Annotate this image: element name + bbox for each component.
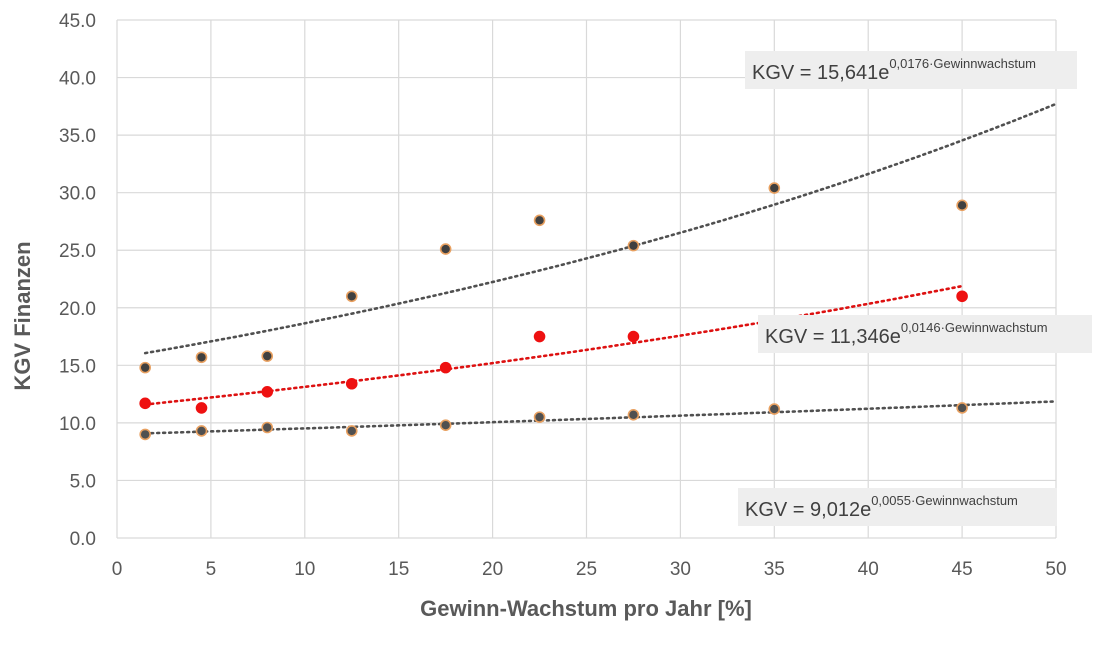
point-median [261,386,274,398]
data-points [139,182,968,441]
point-lower [261,421,274,434]
y-tick-label: 5.0 [70,471,96,492]
point-lower [768,403,781,415]
point-lower [195,425,208,437]
point-median [533,330,546,343]
point-upper [439,243,452,255]
x-tick-label: 25 [576,559,597,580]
point-median [345,377,358,390]
equation-base: KGV = 11,346e [765,326,901,348]
y-tick-label: 25.0 [59,241,96,262]
point-lower [345,425,358,437]
point-lower [627,409,640,421]
equation-box [745,51,1077,89]
point-lower [533,411,546,423]
equation-exponent: 0,0176·Gewinnwachstum [889,56,1036,71]
x-tick-label: 10 [294,559,315,580]
x-tick-label: 20 [482,559,503,580]
point-lower [439,419,452,431]
y-tick-labels: 0.0 5.0 10.0 15.0 20.0 25.0 30.0 35.0 40.0 45.0 [59,11,96,550]
x-axis-title: Gewinn-Wachstum pro Jahr [%] [420,596,752,621]
equation-base: KGV = 9,012e [745,499,871,521]
equation-exponent: 0,0055·Gewinnwachstum [871,493,1018,508]
point-upper [261,350,274,362]
x-tick-label: 15 [388,559,409,580]
x-tick-label: 35 [764,559,785,580]
point-upper [195,351,208,364]
equation-label: KGV = 15,641e0,0176·Gewinnwachstum [752,56,1036,84]
equation-base: KGV = 15,641e [752,62,889,84]
point-median [195,402,208,414]
point-upper [627,239,640,252]
equation-box [758,315,1092,353]
point-median [956,290,968,303]
y-tick-label: 0.0 [70,529,96,550]
y-tick-label: 40.0 [59,69,96,90]
point-median [627,330,640,343]
x-tick-label: 50 [1045,559,1066,580]
equation-label: KGV = 11,346e0,0146·Gewinnwachstum [765,320,1048,348]
point-upper [768,182,781,194]
x-tick-label: 30 [670,559,691,580]
grid [116,19,1057,539]
equation-label: KGV = 9,012e0,0055·Gewinnwachstum [745,493,1018,521]
point-upper [956,199,968,212]
x-tick-label: 5 [206,559,217,580]
y-tick-label: 45.0 [59,11,96,32]
y-tick-label: 10.0 [59,414,96,435]
y-tick-label: 20.0 [59,299,96,320]
trendline-lower [143,400,1058,435]
x-tick-labels: 0 5 10 15 20 25 30 35 40 45 50 [112,559,1067,580]
point-upper [139,361,151,374]
x-tick-label: 40 [858,559,879,580]
trendlines [143,102,1058,435]
point-lower [956,402,968,414]
equation-box [738,488,1057,526]
x-tick-label: 45 [952,559,973,580]
point-upper [345,290,358,303]
point-upper [533,214,546,227]
x-tick-label: 0 [112,559,123,580]
y-axis-title: KGV Finanzen [10,241,35,390]
y-tick-label: 15.0 [59,356,96,377]
point-median [439,361,452,374]
trendline-median [143,284,964,406]
equation-exponent: 0,0146·Gewinnwachstum [901,320,1048,335]
point-lower [139,428,151,441]
point-median [139,397,151,410]
y-tick-label: 35.0 [59,126,96,147]
y-tick-label: 30.0 [59,184,96,205]
